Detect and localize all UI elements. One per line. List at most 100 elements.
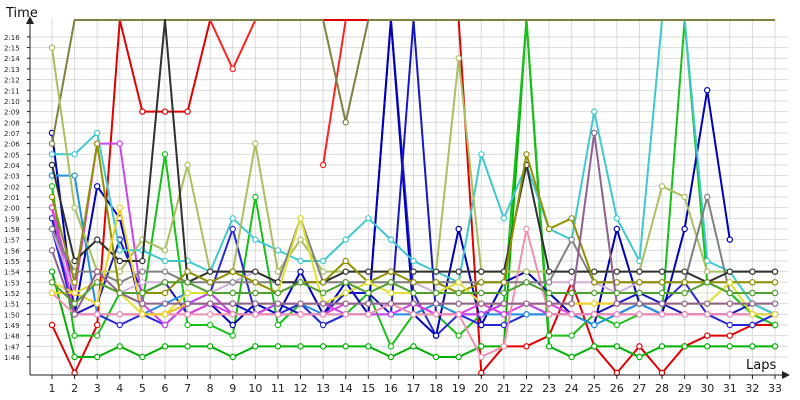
data-point xyxy=(704,268,711,275)
data-point xyxy=(116,257,123,265)
data-point xyxy=(771,279,779,286)
data-point xyxy=(749,311,756,318)
data-point xyxy=(478,343,485,350)
data-point xyxy=(432,353,440,361)
data-point xyxy=(319,289,327,297)
x-tick-label: 8 xyxy=(207,382,214,395)
data-point xyxy=(613,311,621,318)
data-point xyxy=(591,268,598,275)
data-point xyxy=(704,279,711,286)
data-point xyxy=(274,321,282,329)
data-point xyxy=(319,257,327,265)
data-point xyxy=(726,236,734,243)
data-point xyxy=(500,215,508,222)
data-point xyxy=(48,268,56,275)
data-point xyxy=(455,55,462,62)
data-point xyxy=(297,268,304,275)
data-point xyxy=(206,289,214,297)
data-point xyxy=(48,151,56,158)
y-tick-label: 1:57 xyxy=(4,237,20,245)
x-tick-label: 15 xyxy=(361,382,375,395)
x-tick-label: 3 xyxy=(94,382,101,395)
data-point xyxy=(48,279,56,286)
data-point xyxy=(523,279,530,286)
data-point xyxy=(478,268,485,275)
data-point xyxy=(591,343,598,350)
data-point xyxy=(319,161,327,169)
data-point xyxy=(71,151,78,158)
data-point xyxy=(749,289,756,297)
x-tick-label: 27 xyxy=(632,382,646,395)
data-point xyxy=(48,44,56,51)
x-tick-label: 30 xyxy=(700,382,714,395)
data-point xyxy=(410,343,417,350)
data-point xyxy=(252,193,259,201)
data-point xyxy=(478,279,485,286)
y-tick-label: 1:58 xyxy=(4,226,20,234)
x-tick-label: 20 xyxy=(474,382,488,395)
data-point xyxy=(704,343,711,350)
y-tick-label: 2:05 xyxy=(4,151,20,159)
x-tick-label: 1 xyxy=(49,382,56,395)
y-tick-label: 2:03 xyxy=(4,173,20,181)
x-tick-label: 11 xyxy=(271,382,285,395)
data-point xyxy=(139,108,146,115)
data-point xyxy=(161,247,169,254)
data-point xyxy=(658,311,666,318)
y-tick-label: 1:50 xyxy=(4,311,20,319)
data-point xyxy=(48,183,56,190)
data-point xyxy=(545,268,553,275)
data-point xyxy=(681,225,688,233)
data-point xyxy=(568,300,575,307)
data-point xyxy=(139,289,146,297)
data-point xyxy=(71,172,78,179)
data-point xyxy=(455,311,462,318)
series-21 xyxy=(48,129,779,318)
data-point xyxy=(116,321,123,329)
data-point xyxy=(478,353,485,361)
x-axis-title: Laps xyxy=(746,358,776,373)
series-line xyxy=(51,19,775,144)
x-tick-label: 6 xyxy=(161,382,168,395)
data-point xyxy=(478,300,485,307)
data-point xyxy=(500,300,508,307)
x-tick-label: 18 xyxy=(429,382,443,395)
data-point xyxy=(139,300,146,307)
data-point xyxy=(387,236,395,243)
data-point xyxy=(319,321,327,329)
data-point xyxy=(93,183,101,190)
data-point xyxy=(206,268,214,275)
data-point xyxy=(568,268,575,275)
data-point xyxy=(410,279,417,286)
data-point xyxy=(229,353,236,361)
y-tick-label: 2:01 xyxy=(4,194,20,202)
x-tick-label: 14 xyxy=(339,382,353,395)
data-point xyxy=(591,279,598,286)
x-tick-labels: 1 2 3 4 5 6 7 8 9 10 11 12 13 14 15 16 17 18 19 20 21 22 23 24 2… xyxy=(49,375,782,395)
y-tick-label: 1:54 xyxy=(4,269,20,277)
data-point xyxy=(161,311,169,318)
data-point xyxy=(613,300,621,307)
y-tick-label: 1:53 xyxy=(4,279,20,287)
series-line xyxy=(51,19,212,374)
data-point xyxy=(432,279,440,286)
data-point xyxy=(523,300,530,307)
data-point xyxy=(681,193,688,201)
data-point xyxy=(726,289,734,297)
data-point xyxy=(274,268,282,275)
data-point xyxy=(71,311,78,318)
data-point xyxy=(252,236,259,243)
data-point xyxy=(93,129,101,137)
x-tick-label: 10 xyxy=(248,382,262,395)
data-point xyxy=(591,311,598,318)
data-point xyxy=(229,279,236,286)
data-point xyxy=(726,343,734,350)
data-point xyxy=(116,268,123,275)
data-point xyxy=(161,300,169,307)
data-point xyxy=(139,311,146,318)
data-point xyxy=(206,300,214,307)
y-tick-label: 2:06 xyxy=(4,141,20,149)
data-point xyxy=(48,225,56,233)
series-22 xyxy=(48,279,779,307)
